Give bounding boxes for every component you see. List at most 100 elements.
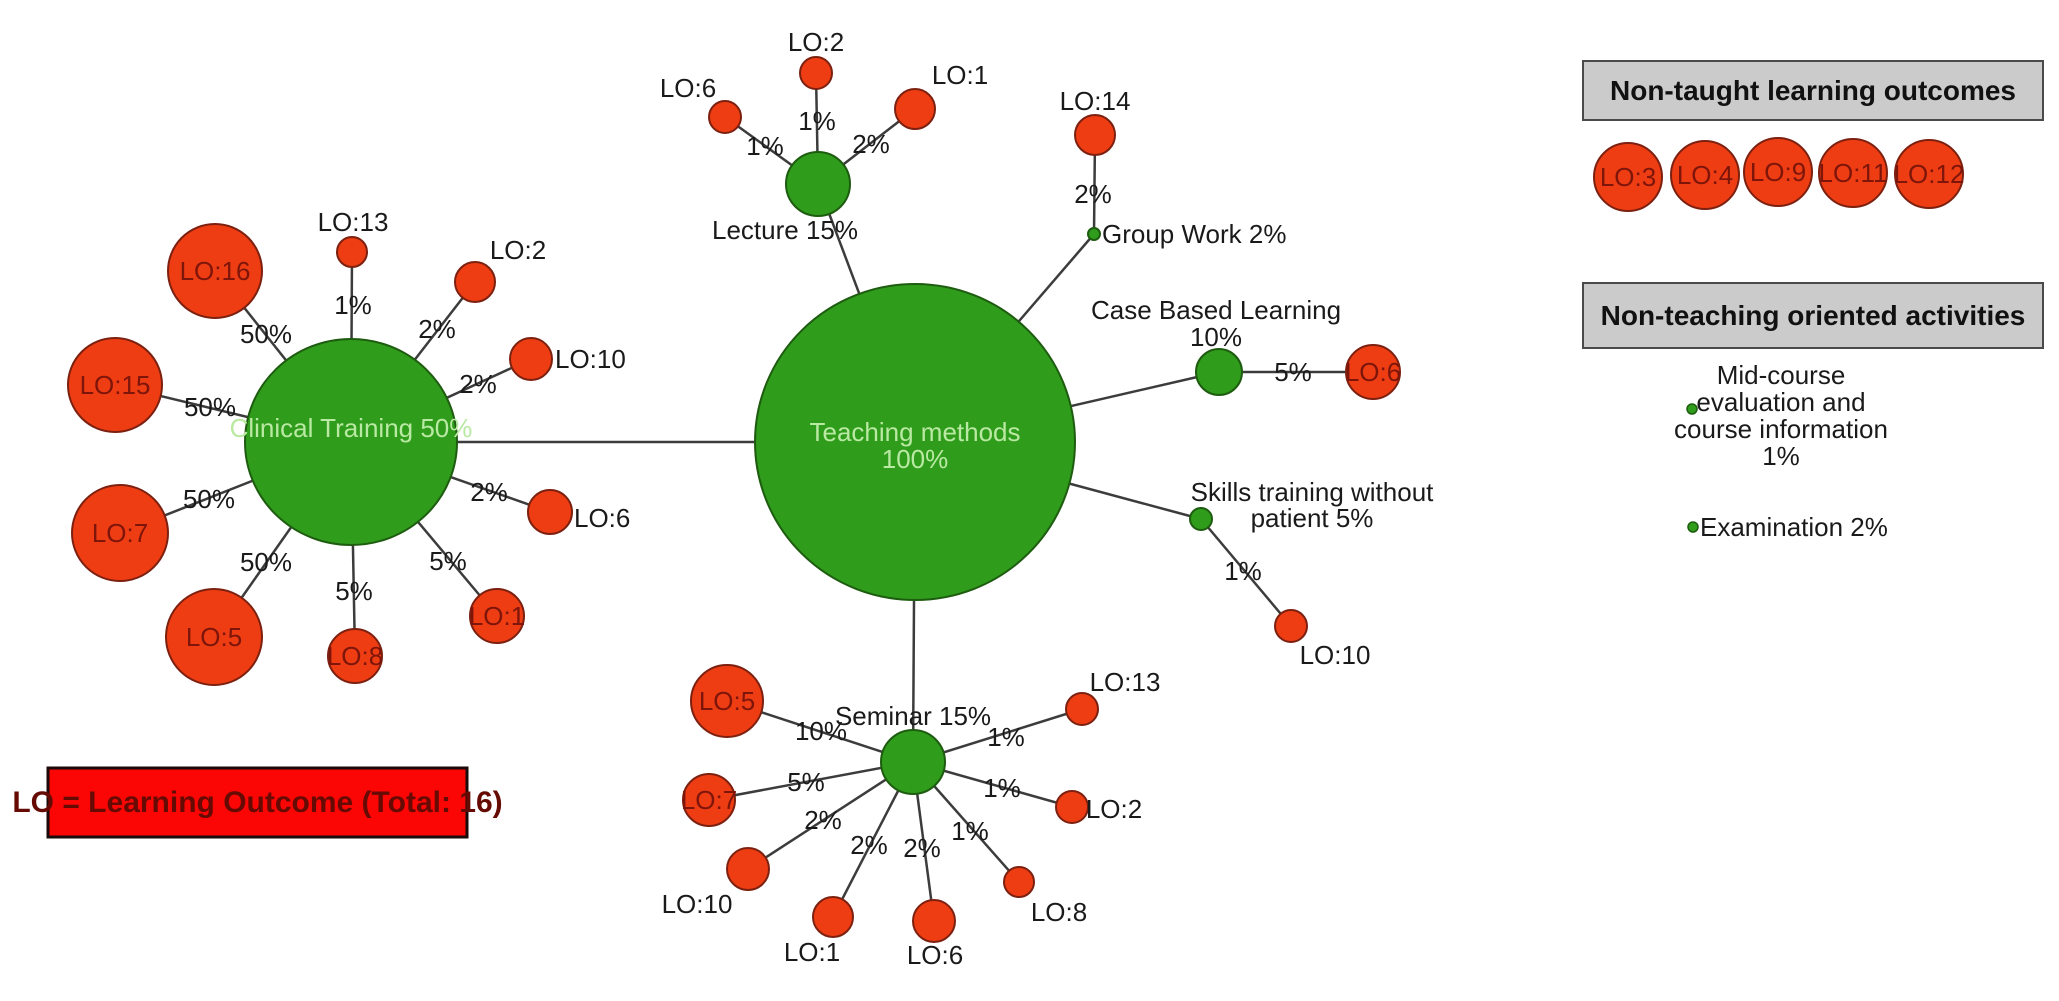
node-clinical-lo5	[165, 588, 263, 686]
node-clinical-lo15	[67, 337, 163, 433]
legend-circle-lo3	[1593, 142, 1663, 212]
legend-activity-text-1: Examination 2%	[1700, 512, 1888, 542]
label-skills-lo10: LO:10	[1300, 640, 1371, 670]
label-seminar-lo5: LO:5	[699, 686, 755, 716]
label-clinical-lo16: LO:16	[180, 256, 251, 286]
label-clinical-lo7: LO:7	[92, 518, 148, 548]
label-clinical-lo2: LO:2	[490, 235, 546, 265]
node-clinical-lo6	[527, 489, 573, 535]
label-lecture: Lecture 15%	[712, 215, 858, 245]
edge-label-seminar--seminar-lo7: 5%	[787, 767, 825, 797]
edge-label-seminar--seminar-lo2: 1%	[983, 773, 1021, 803]
node-seminar-lo6	[912, 899, 956, 943]
node-seminar-lo2	[1055, 790, 1089, 824]
node-seminar-lo5	[690, 664, 764, 738]
node-seminar-lo1	[812, 896, 854, 938]
edge-label-seminar--seminar-lo10: 2%	[804, 805, 842, 835]
node-seminar-lo8	[1003, 866, 1035, 898]
node-teaching-methods	[754, 283, 1076, 601]
labels-layer: Teaching methods 100% Clinical Training 50…	[80, 27, 1435, 970]
note: LO = Learning Outcome (Total: 16)	[12, 766, 503, 839]
node-seminar-lo7	[682, 773, 736, 827]
node-clinical-lo1	[469, 588, 525, 644]
edge-label-clinical-training--clinical-lo10: 2%	[459, 369, 497, 399]
legend-circle-label-lo9: LO:9	[1750, 157, 1806, 187]
edge-label-skills-training--skills-lo10: 1%	[1224, 556, 1262, 586]
legend-circle-lo9	[1743, 137, 1813, 207]
edge-label-clinical-training--clinical-lo13: 1%	[334, 290, 372, 320]
node-skills-lo10	[1274, 609, 1308, 643]
node-seminar-lo13	[1065, 692, 1099, 726]
note-text: LO = Learning Outcome (Total: 16)	[12, 786, 502, 819]
edge-label-lecture--lecture-lo6: 1%	[746, 131, 784, 161]
legend-circle-label-lo4: LO:4	[1677, 160, 1733, 190]
legend-box-non_teaching	[1582, 282, 2044, 349]
edge-label-seminar--seminar-lo1: 2%	[850, 830, 888, 860]
edge-seminar--seminar-lo7	[708, 760, 914, 802]
edge-label-lecture--lecture-lo2: 1%	[798, 106, 836, 136]
node-clinical-lo13	[336, 236, 368, 268]
label-teaching-methods: Teaching methods 100%	[809, 417, 1020, 474]
node-cbl-lo6	[1345, 344, 1401, 400]
node-case-based-learning	[1195, 348, 1243, 396]
node-clinical-lo2	[454, 261, 496, 303]
legend: Non-taught learning outcomes Non-teaching…	[1582, 60, 2044, 542]
edge-label-lecture--lecture-lo1: 2%	[852, 129, 890, 159]
edge-label-clinical-training--clinical-lo5: 50%	[240, 547, 292, 577]
node-lecture	[785, 151, 851, 217]
edge-label-clinical-training--clinical-lo8: 5%	[335, 576, 373, 606]
label-skills-training: Skills training without patient 5%	[1191, 477, 1435, 533]
edge-label-clinical-training--clinical-lo7: 50%	[183, 484, 235, 514]
label-lecture-lo1: LO:1	[932, 60, 988, 90]
label-clinical-training: Clinical Training 50%	[230, 413, 473, 443]
edge-label-clinical-training--clinical-lo2: 2%	[418, 314, 456, 344]
nodes-layer	[67, 56, 1401, 943]
label-seminar-lo7: LO:7	[681, 785, 737, 815]
legend-title-non_taught: Non-taught learning outcomes	[1610, 75, 2016, 106]
node-groupwork-lo14	[1074, 114, 1116, 156]
label-clinical-lo13: LO:13	[318, 207, 389, 237]
label-seminar-lo6: LO:6	[907, 940, 963, 970]
legend-activity-dot-1	[1687, 521, 1699, 533]
label-clinical-lo8: LO:8	[327, 641, 383, 671]
node-skills-training	[1189, 507, 1213, 531]
edge-label-seminar--seminar-lo13: 1%	[987, 722, 1025, 752]
label-groupwork-lo14: LO:14	[1060, 86, 1131, 116]
legend-circle-label-lo12: LO:12	[1894, 159, 1965, 189]
label-lecture-lo2: LO:2	[788, 27, 844, 57]
legend-circle-label-lo11: LO:11	[1819, 158, 1888, 188]
legend-box-non_taught	[1582, 60, 2044, 121]
node-clinical-lo16	[167, 223, 263, 319]
edge-label-clinical-training--clinical-lo15: 50%	[184, 392, 236, 422]
label-seminar-lo2: LO:2	[1086, 794, 1142, 824]
node-clinical-training	[244, 338, 458, 546]
legend-circle-lo12	[1894, 139, 1964, 209]
edge-label-clinical-training--clinical-lo6: 2%	[470, 477, 508, 507]
label-seminar-lo8: LO:8	[1031, 897, 1087, 927]
legend-circle-lo11	[1818, 138, 1888, 208]
node-seminar	[880, 729, 946, 795]
node-group-work	[1087, 227, 1101, 241]
label-cbl-lo6: LO:6	[1345, 357, 1401, 387]
label-seminar-lo13: LO:13	[1090, 667, 1161, 697]
edge-label-case-based-learning--cbl-lo6: 5%	[1274, 357, 1312, 387]
label-seminar-lo10: LO:10	[662, 889, 733, 919]
label-clinical-lo1: LO:1	[469, 601, 525, 631]
edge-label-seminar--seminar-lo8: 1%	[951, 816, 989, 846]
edge-label-seminar--seminar-lo6: 2%	[903, 833, 941, 863]
edge-label-clinical-training--clinical-lo16: 50%	[240, 319, 292, 349]
node-clinical-lo10	[509, 337, 553, 381]
label-lecture-lo6: LO:6	[660, 73, 716, 103]
label-seminar: Seminar 15%	[835, 701, 991, 731]
legend-circle-label-lo3: LO:3	[1600, 162, 1656, 192]
label-case-based-learning: Case Based Learning 10%	[1091, 295, 1341, 352]
label-clinical-lo15: LO:15	[80, 370, 151, 400]
label-clinical-lo6: LO:6	[574, 503, 630, 533]
label-seminar-lo1: LO:1	[784, 937, 840, 967]
edge-label-clinical-training--clinical-lo1: 5%	[429, 546, 467, 576]
legend-activity-dot-0	[1686, 403, 1698, 415]
node-seminar-lo10	[726, 847, 770, 891]
edge-skills-training--skills-lo10	[1200, 518, 1292, 627]
node-lecture-lo6	[708, 100, 742, 134]
